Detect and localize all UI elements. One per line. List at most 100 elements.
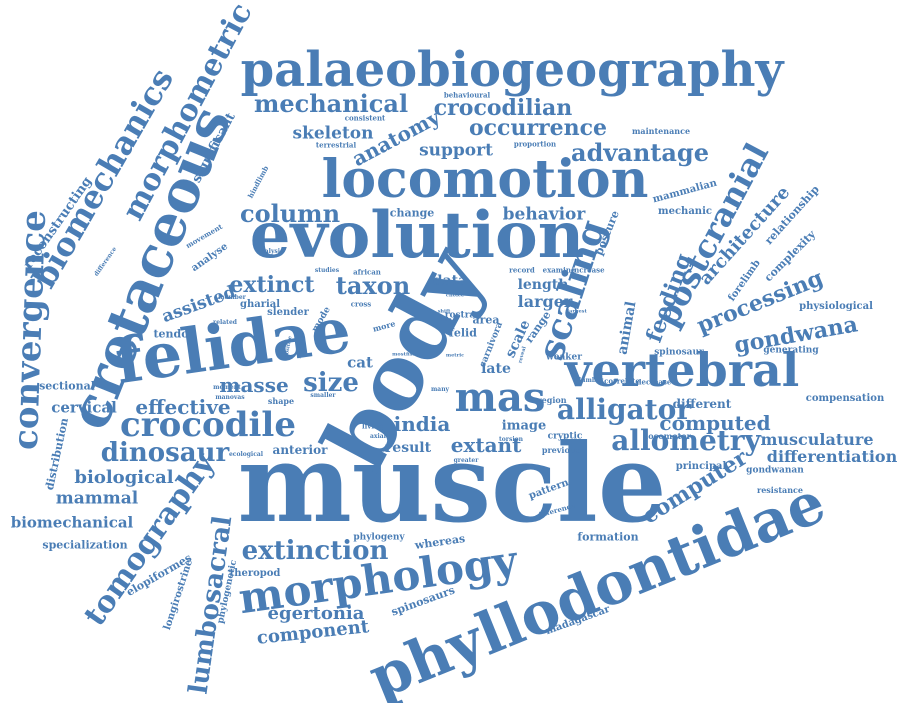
word-musculature: musculature: [760, 430, 874, 449]
word-biomechanical: biomechanical: [10, 513, 134, 532]
word-mas: mas: [454, 374, 546, 421]
word-extant: extant: [450, 433, 522, 457]
word-lumbar: lumbar: [578, 377, 604, 384]
word-area: area: [472, 313, 500, 327]
word-metric: metric: [445, 352, 465, 359]
word-masse: masse: [219, 373, 289, 397]
word-different: different: [672, 397, 732, 411]
word-crocodile: crocodile: [120, 405, 296, 445]
word-palaeobiogeography: palaeobiogeography: [240, 42, 784, 98]
word-physiological: physiological: [799, 301, 873, 312]
word-anterior: anterior: [272, 443, 328, 457]
word-column: column: [239, 199, 341, 228]
word-gharial: gharial: [239, 299, 281, 310]
word-data: data: [432, 273, 468, 289]
word-axial: axial: [370, 433, 386, 440]
word-vertebral: vertebral: [564, 343, 800, 397]
word-resistance: resistance: [756, 485, 804, 495]
word-shift: shift: [437, 308, 451, 315]
word-largest: largest: [567, 308, 587, 315]
word-greater: greater: [453, 457, 479, 464]
word-increase: increase: [571, 265, 605, 275]
word-terrestrial: terrestrial: [315, 140, 357, 150]
word-hindlimb: hindlimb: [245, 164, 271, 200]
word-locomotion: locomotion: [321, 149, 649, 210]
word-correlate: correlate: [604, 376, 640, 386]
word-late: late: [481, 361, 511, 377]
word-differentiation: differentiation: [766, 447, 898, 466]
word-proportion: proportion: [513, 139, 557, 149]
word-evolution: evolution: [249, 198, 585, 273]
word-rostra: rostra: [444, 310, 476, 321]
word-spinosaur: spinosaur: [654, 347, 704, 358]
word-behavior: behavior: [502, 204, 586, 225]
word-advantage: advantage: [571, 138, 709, 167]
word-cryptic: cryptic: [547, 431, 583, 442]
word-distribution: distribution: [43, 416, 71, 492]
word-moment: moment: [213, 384, 241, 391]
word-weaker: weaker: [545, 352, 583, 363]
word-occurrence: occurrence: [468, 115, 608, 141]
word-length: length: [517, 277, 569, 293]
word-maintenance: maintenance: [631, 126, 691, 136]
word-choice: choice: [445, 292, 465, 299]
word-most: most: [392, 351, 406, 358]
word-allometry: allometry: [611, 424, 761, 457]
word-egertonia: egertonia: [267, 603, 365, 624]
word-result: result: [384, 440, 432, 456]
word-slender: slender: [267, 307, 309, 318]
word-alligator: alligator: [556, 393, 692, 426]
word-cat: cat: [347, 353, 373, 372]
word-computed: computed: [659, 411, 771, 435]
word-size: size: [303, 368, 359, 398]
word-formation: formation: [577, 530, 639, 544]
word-consistent: consistent: [344, 113, 386, 123]
word-theropod: theropod: [229, 568, 281, 579]
word-india: india: [393, 412, 451, 436]
word-crocodilian: crocodilian: [433, 95, 573, 121]
word-cross: cross: [350, 299, 372, 309]
word-manovas: manovas: [215, 394, 245, 401]
word-living: living: [361, 421, 385, 431]
word-gondwanan: gondwanan: [746, 465, 804, 476]
word-mammal: mammal: [55, 488, 139, 509]
word-analyse: analyse: [189, 241, 231, 275]
word-record: record: [509, 265, 535, 275]
word-taxon: taxon: [335, 271, 411, 300]
word-felid: felid: [449, 326, 477, 340]
word-behavioural: behavioural: [443, 90, 491, 100]
word-tendon: tendon: [153, 327, 197, 341]
word-analysis: analysis: [256, 248, 284, 255]
word-region: region: [537, 395, 567, 405]
word-muscle: muscle: [237, 421, 667, 547]
word-compensation: compensation: [805, 393, 885, 404]
word-mechanic: mechanic: [658, 206, 712, 217]
word-african: african: [353, 267, 381, 277]
word-smaller: smaller: [310, 392, 336, 399]
word-dinosaur: dinosaur: [100, 438, 230, 468]
word-larger: larger: [517, 292, 573, 311]
word-many: many: [430, 386, 450, 393]
word-related: related: [213, 319, 237, 326]
word-examine: examine: [542, 265, 576, 275]
word-sectional: sectional: [39, 379, 95, 393]
word-decrease: decrease: [636, 377, 672, 387]
word-biological: biological: [74, 467, 174, 488]
word-clade: clade: [436, 316, 452, 323]
word-shape: shape: [267, 396, 295, 406]
word-image: image: [501, 418, 547, 434]
word-support: support: [419, 140, 493, 161]
word-fish: fish: [405, 351, 417, 358]
word-extinct: extinct: [229, 272, 315, 298]
word-cervical: cervical: [51, 398, 117, 417]
word-extinction: extinction: [241, 536, 389, 566]
word-generating: generating: [763, 345, 819, 356]
word-effective: effective: [135, 395, 231, 419]
word-change: change: [389, 206, 435, 220]
word-member: member: [218, 294, 246, 301]
word-ecological: ecological: [228, 451, 264, 458]
word-locomotor: locomotor: [645, 431, 691, 441]
word-skeleton: skeleton: [292, 123, 374, 144]
word-previous: previous: [541, 445, 581, 455]
